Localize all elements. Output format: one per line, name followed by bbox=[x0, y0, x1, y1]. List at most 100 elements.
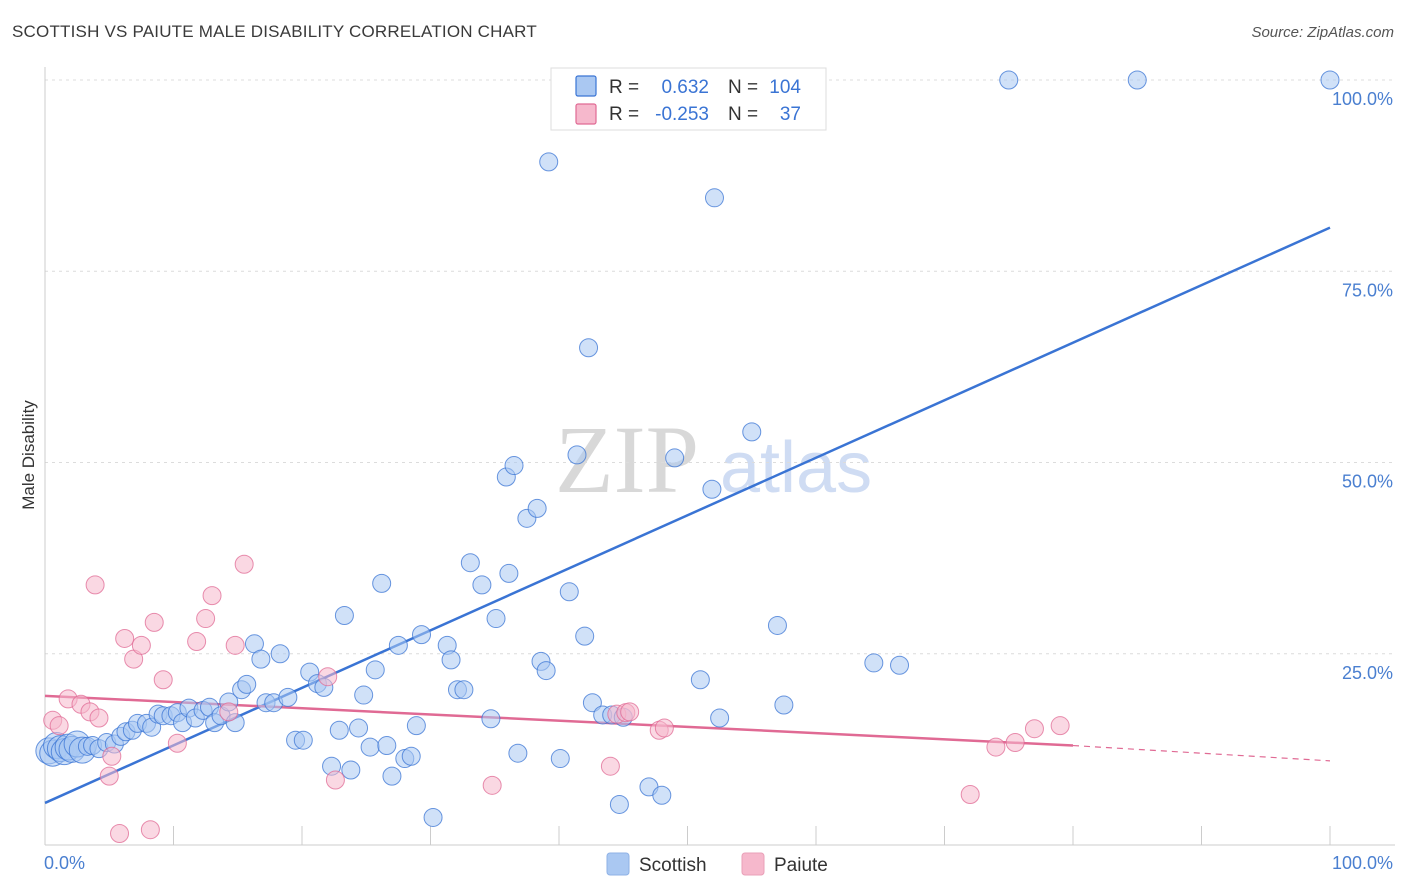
point-scottish bbox=[354, 685, 374, 705]
bottom-legend-swatch-scottish bbox=[606, 852, 630, 876]
legend: R = 0.632 N = 104 R = -0.253 N = 37 bbox=[550, 67, 827, 131]
point-scottish bbox=[609, 794, 629, 814]
series-paiute bbox=[43, 554, 1070, 844]
point-paiute bbox=[600, 756, 620, 776]
point-paiute bbox=[153, 670, 173, 690]
point-paiute bbox=[654, 718, 674, 738]
point-scottish bbox=[742, 422, 762, 442]
point-paiute bbox=[89, 708, 109, 728]
point-paiute bbox=[325, 770, 345, 790]
y-axis-label: Male Disability bbox=[19, 400, 38, 510]
point-scottish bbox=[690, 670, 710, 690]
point-scottish bbox=[278, 687, 298, 707]
legend-n-label-scottish: N = bbox=[728, 77, 758, 98]
point-scottish bbox=[349, 718, 369, 738]
point-paiute bbox=[960, 785, 980, 805]
point-paiute bbox=[234, 554, 254, 574]
point-scottish bbox=[499, 563, 519, 583]
point-scottish bbox=[536, 661, 556, 681]
point-scottish bbox=[579, 338, 599, 358]
point-paiute bbox=[196, 609, 216, 629]
point-scottish bbox=[652, 785, 672, 805]
point-paiute bbox=[99, 766, 119, 786]
point-scottish bbox=[237, 674, 257, 694]
point-paiute bbox=[482, 775, 502, 795]
point-scottish bbox=[412, 625, 432, 645]
y-tick-label: 50.0% bbox=[1342, 472, 1393, 492]
point-paiute bbox=[620, 702, 640, 722]
chart-title: SCOTTISH VS PAIUTE MALE DISABILITY CORRE… bbox=[12, 22, 537, 41]
point-scottish bbox=[406, 716, 426, 736]
point-paiute bbox=[1050, 716, 1070, 736]
trend-line-paiute-extension bbox=[1072, 744, 1331, 762]
point-scottish bbox=[504, 456, 524, 476]
legend-n-label-paiute: N = bbox=[728, 104, 758, 125]
bottom-legend: Scottish Paiute bbox=[606, 852, 828, 876]
point-scottish bbox=[702, 479, 722, 499]
point-paiute bbox=[187, 632, 207, 652]
point-scottish bbox=[864, 653, 884, 673]
y-tick-label: 75.0% bbox=[1342, 280, 1393, 300]
point-scottish bbox=[423, 807, 443, 827]
legend-r-value-paiute: -0.253 bbox=[655, 104, 709, 125]
y-tick-label: 100.0% bbox=[1332, 89, 1393, 109]
point-scottish bbox=[377, 736, 397, 756]
point-scottish bbox=[710, 708, 730, 728]
point-scottish bbox=[890, 655, 910, 675]
point-scottish bbox=[665, 448, 685, 468]
y-tick-label: 25.0% bbox=[1342, 663, 1393, 683]
point-scottish bbox=[582, 693, 602, 713]
point-paiute bbox=[49, 716, 69, 736]
point-scottish bbox=[999, 70, 1019, 90]
point-paiute bbox=[219, 702, 239, 722]
series-scottish bbox=[35, 70, 1340, 827]
point-scottish bbox=[508, 743, 528, 763]
bottom-legend-swatch-paiute bbox=[741, 852, 765, 876]
point-paiute bbox=[144, 612, 164, 632]
legend-n-value-scottish: 104 bbox=[769, 77, 801, 98]
point-scottish bbox=[527, 498, 547, 518]
point-scottish bbox=[575, 626, 595, 646]
point-paiute bbox=[1024, 719, 1044, 739]
point-scottish bbox=[486, 609, 506, 629]
point-scottish bbox=[388, 635, 408, 655]
legend-swatch-scottish bbox=[575, 75, 597, 97]
point-scottish bbox=[329, 720, 349, 740]
point-scottish bbox=[559, 582, 579, 602]
point-scottish bbox=[550, 749, 570, 769]
legend-r-label-scottish: R = bbox=[609, 77, 639, 98]
point-scottish bbox=[341, 760, 361, 780]
point-scottish bbox=[1320, 70, 1340, 90]
bottom-legend-label-scottish: Scottish bbox=[639, 855, 707, 876]
data-points bbox=[35, 70, 1340, 844]
point-scottish bbox=[293, 730, 313, 750]
point-scottish bbox=[270, 644, 290, 664]
point-scottish bbox=[365, 660, 385, 680]
point-scottish bbox=[454, 680, 474, 700]
point-scottish bbox=[539, 152, 559, 172]
point-scottish bbox=[460, 553, 480, 573]
legend-r-value-scottish: 0.632 bbox=[661, 77, 709, 98]
point-paiute bbox=[85, 575, 105, 595]
point-scottish bbox=[441, 650, 461, 670]
axes: 100.0% 75.0% 50.0% 25.0% 0.0% 100.0% bbox=[44, 67, 1395, 873]
point-scottish bbox=[401, 746, 421, 766]
point-paiute bbox=[131, 635, 151, 655]
point-paiute bbox=[1005, 732, 1025, 752]
point-paiute bbox=[102, 746, 122, 766]
point-scottish bbox=[360, 737, 380, 757]
point-paiute bbox=[140, 820, 160, 840]
point-scottish bbox=[774, 695, 794, 715]
source-label: Source: ZipAtlas.com bbox=[1251, 24, 1394, 41]
point-scottish bbox=[704, 188, 724, 208]
point-scottish bbox=[481, 709, 501, 729]
legend-n-value-paiute: 37 bbox=[780, 104, 801, 125]
point-scottish bbox=[382, 766, 402, 786]
legend-swatch-paiute bbox=[575, 103, 597, 125]
point-paiute bbox=[318, 667, 338, 687]
x-tick-label-max: 100.0% bbox=[1332, 853, 1393, 873]
point-paiute bbox=[115, 628, 135, 648]
point-paiute bbox=[167, 733, 187, 753]
point-scottish bbox=[334, 606, 354, 625]
